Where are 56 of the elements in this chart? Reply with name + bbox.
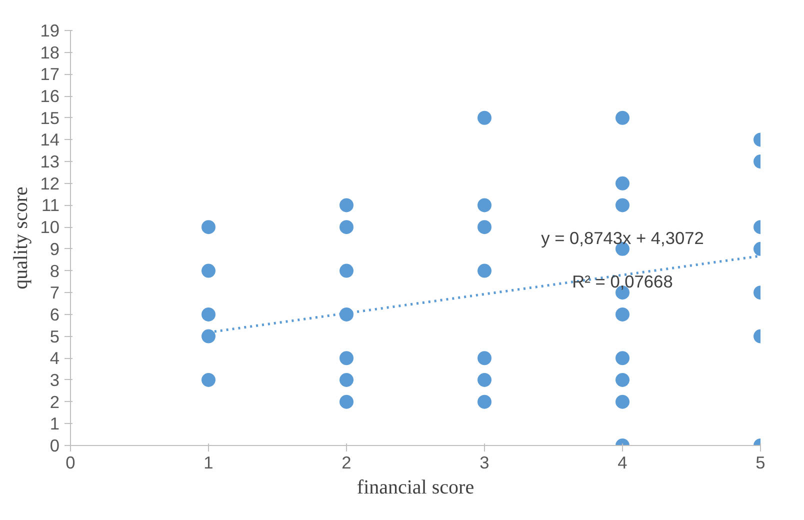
y-tick-label: 4: [50, 348, 60, 368]
y-tick-label: 1: [50, 414, 60, 434]
point: [616, 307, 630, 322]
y-tick-label: 17: [40, 64, 60, 84]
y-tick-label: 16: [40, 86, 60, 106]
point: [202, 372, 216, 387]
point: [202, 264, 216, 278]
point: [616, 372, 630, 387]
y-tick-label: 8: [50, 260, 60, 281]
point: [340, 351, 354, 366]
point: [202, 220, 216, 234]
y-tick-label: 7: [50, 282, 60, 303]
point: [202, 307, 216, 322]
y-axis-title: quality score: [10, 186, 32, 290]
point: [340, 307, 354, 322]
point: [340, 394, 354, 409]
x-tick-label: 4: [618, 452, 628, 472]
y-tick-label: 3: [50, 370, 60, 390]
point: [478, 198, 492, 212]
y-tick-label: 9: [50, 238, 60, 259]
y-tick-label: 2: [50, 392, 60, 412]
y-tick-label: 11: [42, 195, 60, 216]
point: [616, 198, 630, 212]
point: [616, 351, 630, 366]
y-tick-label: 12: [40, 173, 60, 194]
y-tick-label: 13: [40, 152, 60, 172]
point: [478, 351, 492, 366]
x-tick-label: 1: [204, 452, 214, 472]
point: [478, 394, 492, 409]
x-tick-label: 5: [756, 452, 766, 472]
y-tick-label: 18: [40, 42, 60, 62]
point: [340, 198, 354, 212]
annotation: R² = 0,07668: [572, 272, 673, 292]
x-tick-label: 0: [66, 452, 76, 472]
y-tick-label: 5: [50, 326, 60, 346]
y-tick-label: 10: [40, 217, 60, 238]
y-tick-label: 19: [40, 20, 60, 40]
x-tick-label: 3: [480, 452, 490, 472]
point: [340, 372, 354, 387]
x-tick-label: 2: [342, 452, 352, 472]
y-tick-label: 0: [50, 436, 60, 456]
x-axis-title: financial score: [356, 476, 474, 498]
point: [478, 220, 492, 234]
annotation: y = 0,8743x + 4,3072: [541, 228, 704, 248]
point: [478, 110, 492, 125]
y-tick-label: 6: [50, 304, 60, 324]
point: [478, 264, 492, 278]
point: [340, 264, 354, 278]
point: [616, 394, 630, 409]
point: [202, 329, 216, 344]
point: [616, 110, 630, 125]
point: [616, 176, 630, 190]
point: [478, 372, 492, 387]
y-tick-label: 14: [40, 130, 60, 150]
point: [340, 220, 354, 234]
y-tick-label: 15: [40, 108, 60, 128]
